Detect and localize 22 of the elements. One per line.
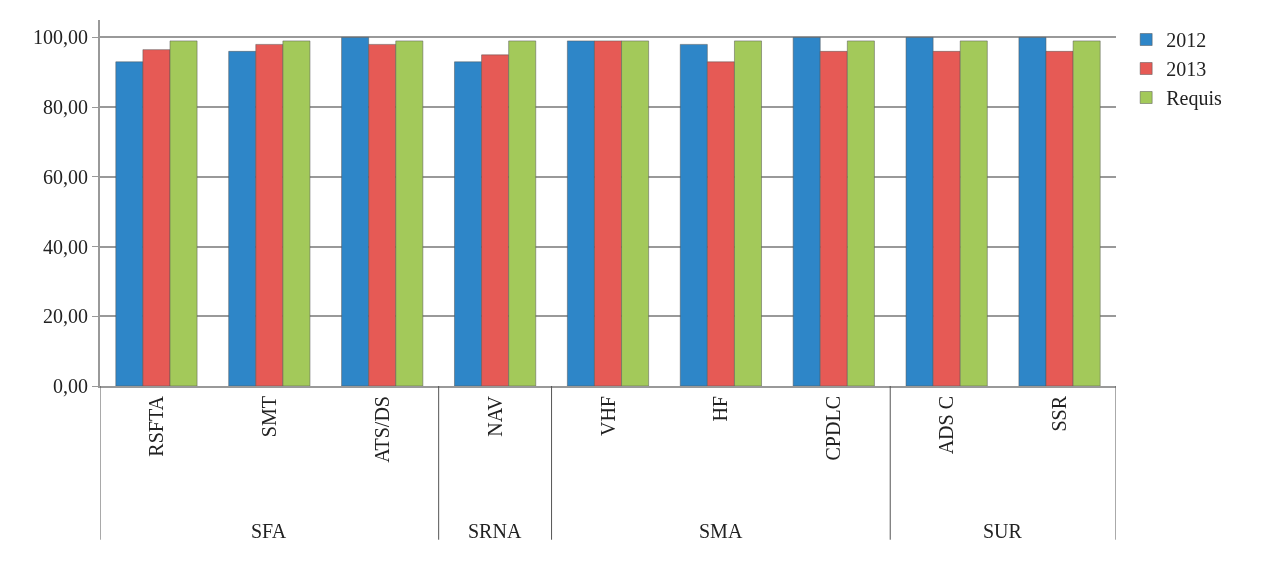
- legend-label: 2012: [1166, 29, 1207, 52]
- y-tick-label: 20,00: [43, 305, 88, 328]
- x-tick-label: ADS C: [935, 396, 958, 455]
- x-tick-label: CPDLC: [822, 396, 845, 461]
- y-tick-label: 60,00: [43, 165, 88, 188]
- text: SUR: [983, 520, 1023, 542]
- legend-label: 2013: [1166, 58, 1207, 81]
- x-tick-label: RSFTA: [144, 395, 167, 457]
- x-tick-label: SSR: [1048, 395, 1071, 432]
- x-tick-label: HF: [709, 396, 732, 422]
- text: SFA: [251, 520, 287, 542]
- legend-label: Requis: [1166, 87, 1222, 111]
- y-tick-label: 40,00: [43, 235, 88, 258]
- text: SRNA: [468, 520, 522, 542]
- y-tick-label: 100,00: [33, 26, 88, 49]
- y-tick-label: 80,00: [43, 96, 88, 119]
- x-tick-label: NAV: [483, 395, 506, 437]
- y-tick-label: 0,00: [53, 375, 88, 397]
- x-tick-label: ATS/DS: [370, 396, 393, 463]
- x-tick-label: VHF: [596, 396, 619, 437]
- x-tick-label: SMT: [257, 396, 280, 438]
- text: SMA: [699, 520, 743, 542]
